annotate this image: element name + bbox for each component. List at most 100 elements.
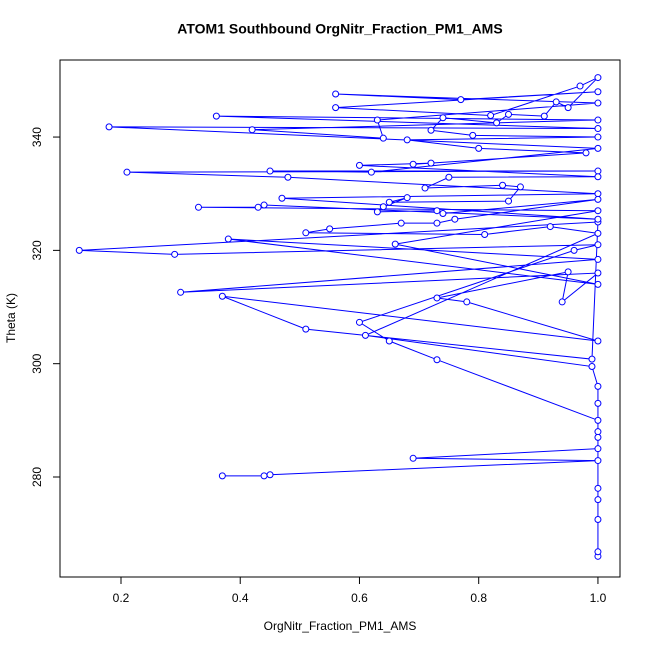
data-point xyxy=(212,112,220,120)
data-point xyxy=(302,229,310,237)
data-point xyxy=(594,215,602,223)
data-point xyxy=(594,195,602,203)
data-point xyxy=(576,82,584,90)
data-point xyxy=(481,231,489,239)
data-point xyxy=(403,194,411,202)
data-point xyxy=(409,160,417,168)
data-point xyxy=(594,457,602,465)
data-point xyxy=(260,201,268,209)
data-line xyxy=(79,77,600,557)
x-tick-label: 0.8 xyxy=(470,591,487,605)
data-point xyxy=(499,181,507,189)
data-point xyxy=(457,96,465,104)
y-tick-label: 320 xyxy=(30,240,44,260)
data-point xyxy=(451,215,459,223)
data-point xyxy=(564,268,572,276)
x-tick-label: 1.0 xyxy=(590,591,607,605)
data-point xyxy=(379,134,387,142)
data-point xyxy=(546,223,554,231)
data-point xyxy=(493,119,501,127)
data-point xyxy=(433,294,441,302)
data-point xyxy=(373,208,381,216)
data-point xyxy=(594,144,602,152)
data-point xyxy=(385,337,393,345)
plot-frame xyxy=(59,59,621,578)
data-point xyxy=(594,190,602,198)
data-point xyxy=(469,131,477,139)
data-point xyxy=(594,74,602,82)
data-point xyxy=(594,382,602,390)
data-point xyxy=(332,104,340,112)
x-tick-label: 0.6 xyxy=(351,591,368,605)
data-point xyxy=(373,116,381,124)
data-point xyxy=(594,255,602,263)
data-point xyxy=(403,136,411,144)
data-point xyxy=(594,207,602,215)
data-point xyxy=(594,496,602,504)
data-point xyxy=(355,318,363,326)
data-point xyxy=(433,219,441,227)
data-point xyxy=(385,198,393,206)
data-point xyxy=(475,144,483,152)
y-tick-label: 300 xyxy=(30,353,44,373)
data-point xyxy=(594,433,602,441)
data-point xyxy=(588,355,596,363)
data-point xyxy=(224,235,232,243)
data-point xyxy=(254,203,262,211)
data-point xyxy=(278,194,286,202)
data-point xyxy=(594,445,602,453)
data-point xyxy=(594,484,602,492)
data-point xyxy=(594,99,602,107)
data-point xyxy=(594,416,602,424)
data-point xyxy=(594,116,602,124)
data-point xyxy=(594,229,602,237)
data-point xyxy=(540,112,548,120)
data-point xyxy=(594,125,602,133)
data-point xyxy=(594,167,602,175)
data-point xyxy=(505,110,513,118)
data-point xyxy=(302,325,310,333)
data-point xyxy=(594,241,602,249)
data-point xyxy=(594,428,602,436)
data-point xyxy=(594,280,602,288)
data-point xyxy=(564,104,572,112)
data-point xyxy=(594,337,602,345)
data-point xyxy=(594,133,602,141)
data-point xyxy=(594,88,602,96)
data-point xyxy=(594,515,602,523)
data-point xyxy=(75,246,83,254)
data-point xyxy=(284,173,292,181)
data-point xyxy=(558,298,566,306)
data-point xyxy=(266,471,274,479)
data-point xyxy=(248,126,256,134)
data-point xyxy=(463,298,471,306)
data-point xyxy=(433,207,441,215)
data-point xyxy=(594,173,602,181)
data-point xyxy=(171,250,179,258)
data-point xyxy=(427,126,435,134)
x-axis-label: OrgNitr_Fraction_PM1_AMS xyxy=(264,619,417,633)
data-point xyxy=(123,168,131,176)
x-tick-label: 0.2 xyxy=(113,591,130,605)
data-point xyxy=(594,399,602,407)
data-point xyxy=(433,356,441,364)
data-point xyxy=(427,159,435,167)
data-point xyxy=(570,246,578,254)
data-point xyxy=(505,197,513,205)
data-point xyxy=(326,225,334,233)
data-point xyxy=(391,240,399,248)
data-point xyxy=(218,292,226,300)
data-point xyxy=(439,210,447,218)
data-point xyxy=(194,203,202,211)
data-point xyxy=(487,112,495,120)
data-point xyxy=(439,114,447,122)
data-point xyxy=(582,149,590,157)
data-point xyxy=(361,331,369,339)
data-point xyxy=(266,167,274,175)
data-point xyxy=(409,454,417,462)
y-tick-label: 340 xyxy=(30,127,44,147)
data-point xyxy=(594,269,602,277)
data-point xyxy=(367,168,375,176)
data-point xyxy=(332,90,340,98)
